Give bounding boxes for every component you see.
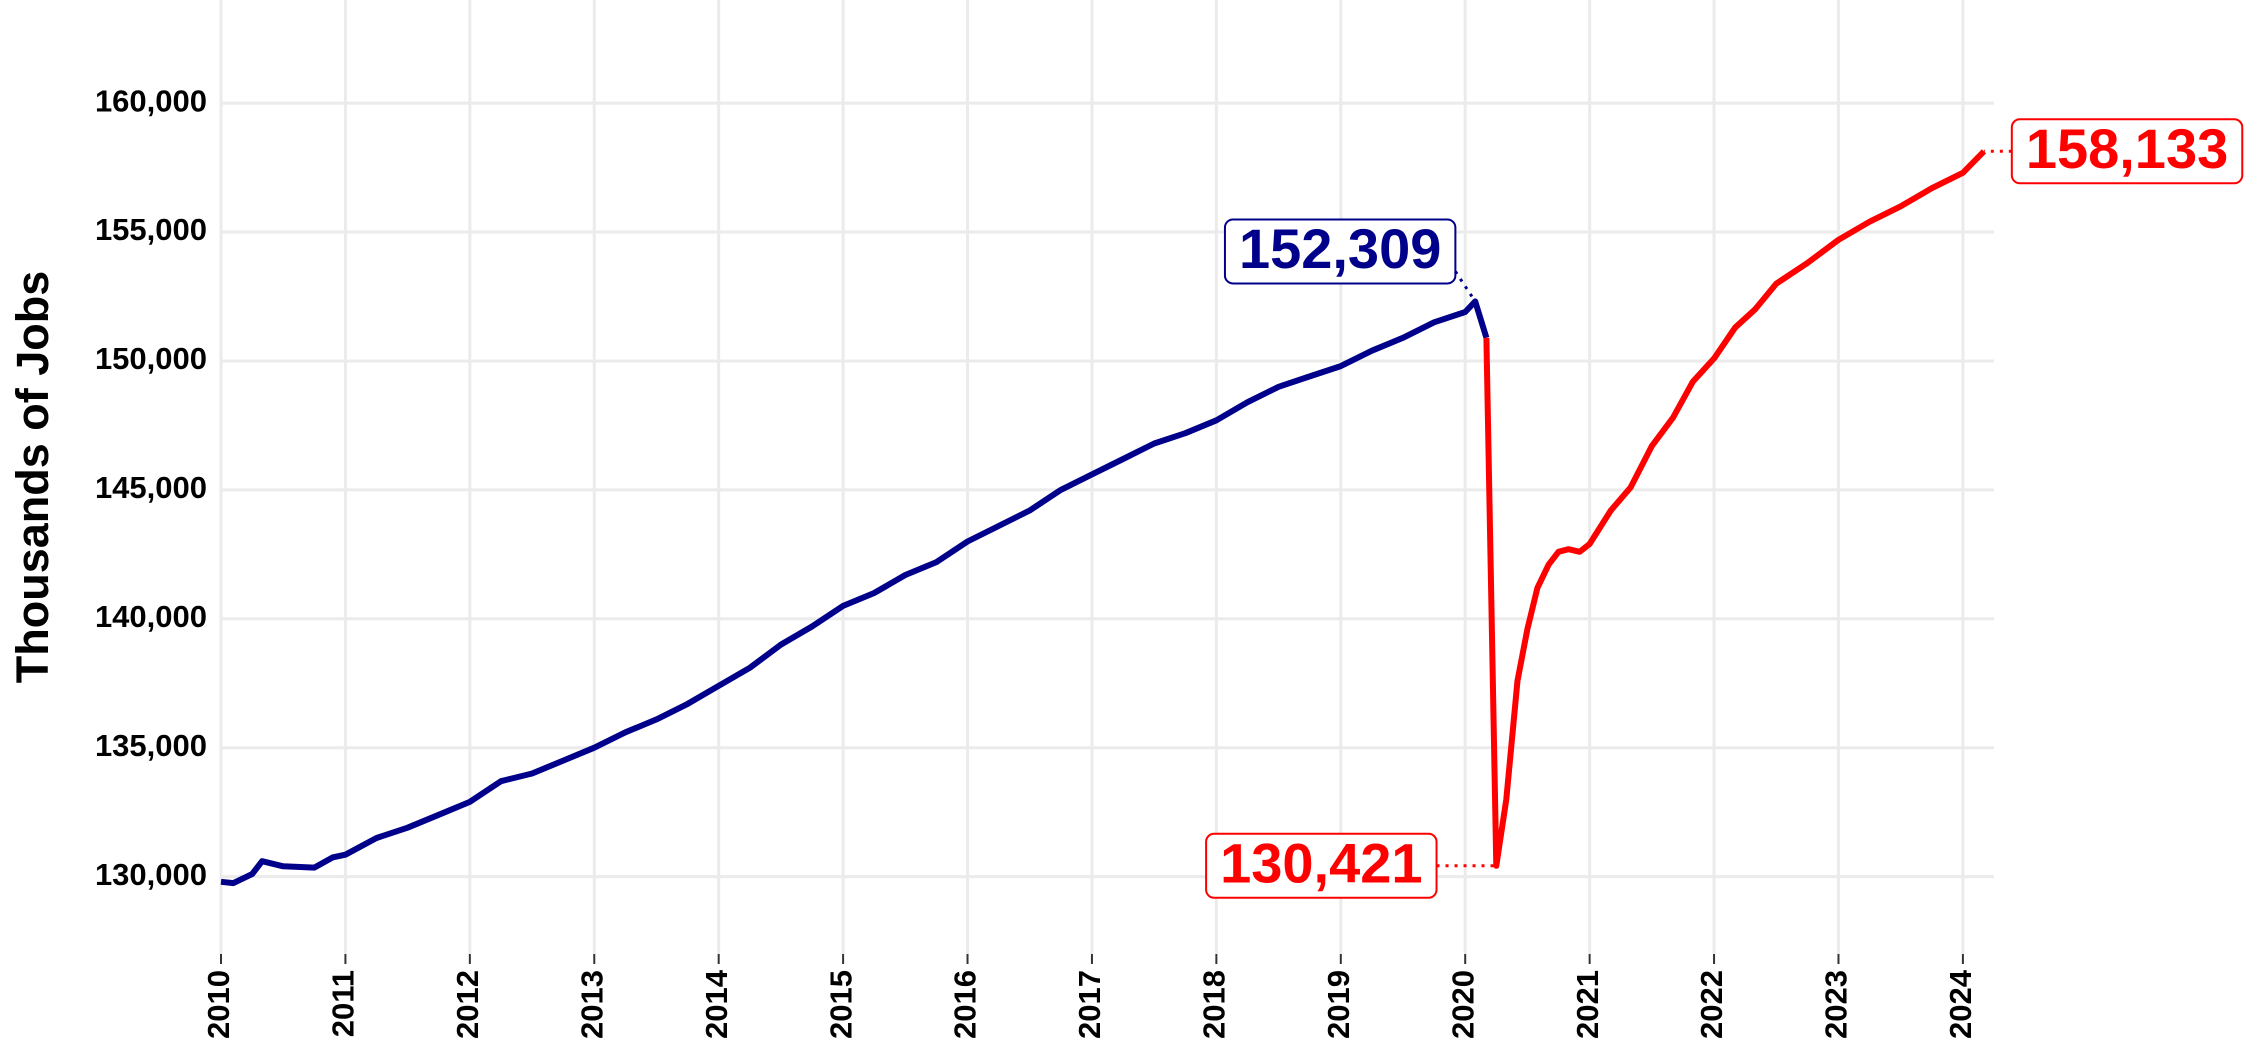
y-tick-label: 130,000 (95, 857, 207, 892)
annotation-leader (1454, 270, 1477, 303)
y-tick-label: 160,000 (95, 83, 207, 118)
y-axis-label: Thousands of Jobs (7, 271, 58, 684)
y-tick-label: 140,000 (95, 599, 207, 634)
annotation: 152,309 (1223, 217, 1477, 303)
annotation: 158,133 (1984, 117, 2244, 185)
y-tick-label: 135,000 (95, 728, 207, 763)
x-tick-label: 2022 (1694, 970, 1729, 1039)
y-tick-label: 145,000 (95, 470, 207, 505)
grid (219, 0, 1994, 954)
annotation-box (1223, 218, 1457, 285)
annotation-label: 152,309 (1239, 217, 1441, 280)
annotation: 130,421 (1205, 832, 1497, 899)
x-tick-label: 2018 (1197, 970, 1232, 1039)
x-tick-label: 2013 (574, 970, 609, 1039)
x-tick-label: 2016 (948, 970, 983, 1039)
x-tick-label: 2017 (1072, 970, 1107, 1039)
x-tick-label: 2024 (1943, 969, 1978, 1039)
x-tick-label: 2019 (1321, 970, 1356, 1039)
x-tick-label: 2012 (450, 970, 485, 1039)
series-line (220, 298, 1490, 887)
x-tick-label: 2014 (699, 969, 734, 1039)
x-tick-label: 2021 (1570, 970, 1605, 1039)
y-tick-label: 155,000 (95, 212, 207, 247)
series-line (1483, 149, 1987, 869)
x-tick-label: 2011 (326, 970, 361, 1037)
x-tick-label: 2010 (201, 970, 236, 1039)
y-tick-label: 150,000 (95, 341, 207, 376)
annotation-label: 158,133 (2026, 117, 2228, 180)
x-tick-label: 2015 (823, 970, 858, 1039)
x-tick-label: 2023 (1819, 970, 1854, 1039)
x-tick-label: 2020 (1445, 970, 1480, 1039)
annotation-label: 130,421 (1220, 832, 1422, 895)
